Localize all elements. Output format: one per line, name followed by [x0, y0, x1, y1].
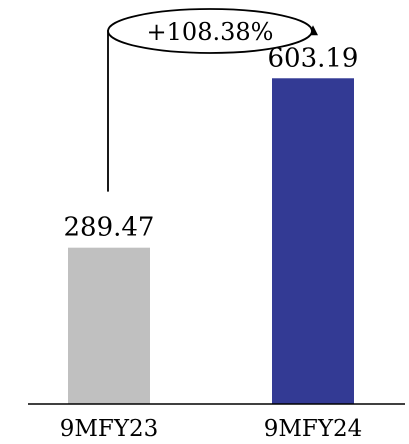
x-tick-label-9mfy23: 9MFY23 — [60, 416, 159, 442]
bar-9mfy23 — [68, 247, 150, 404]
x-tick-label-9mfy24: 9MFY24 — [264, 416, 363, 442]
value-label-9mfy24: 603.19 — [268, 43, 359, 73]
bar-9mfy24 — [272, 78, 354, 404]
growth-bubble — [107, 8, 313, 54]
value-label-9mfy23: 289.47 — [64, 213, 155, 243]
growth-percentage-label: +108.38% — [147, 18, 274, 46]
